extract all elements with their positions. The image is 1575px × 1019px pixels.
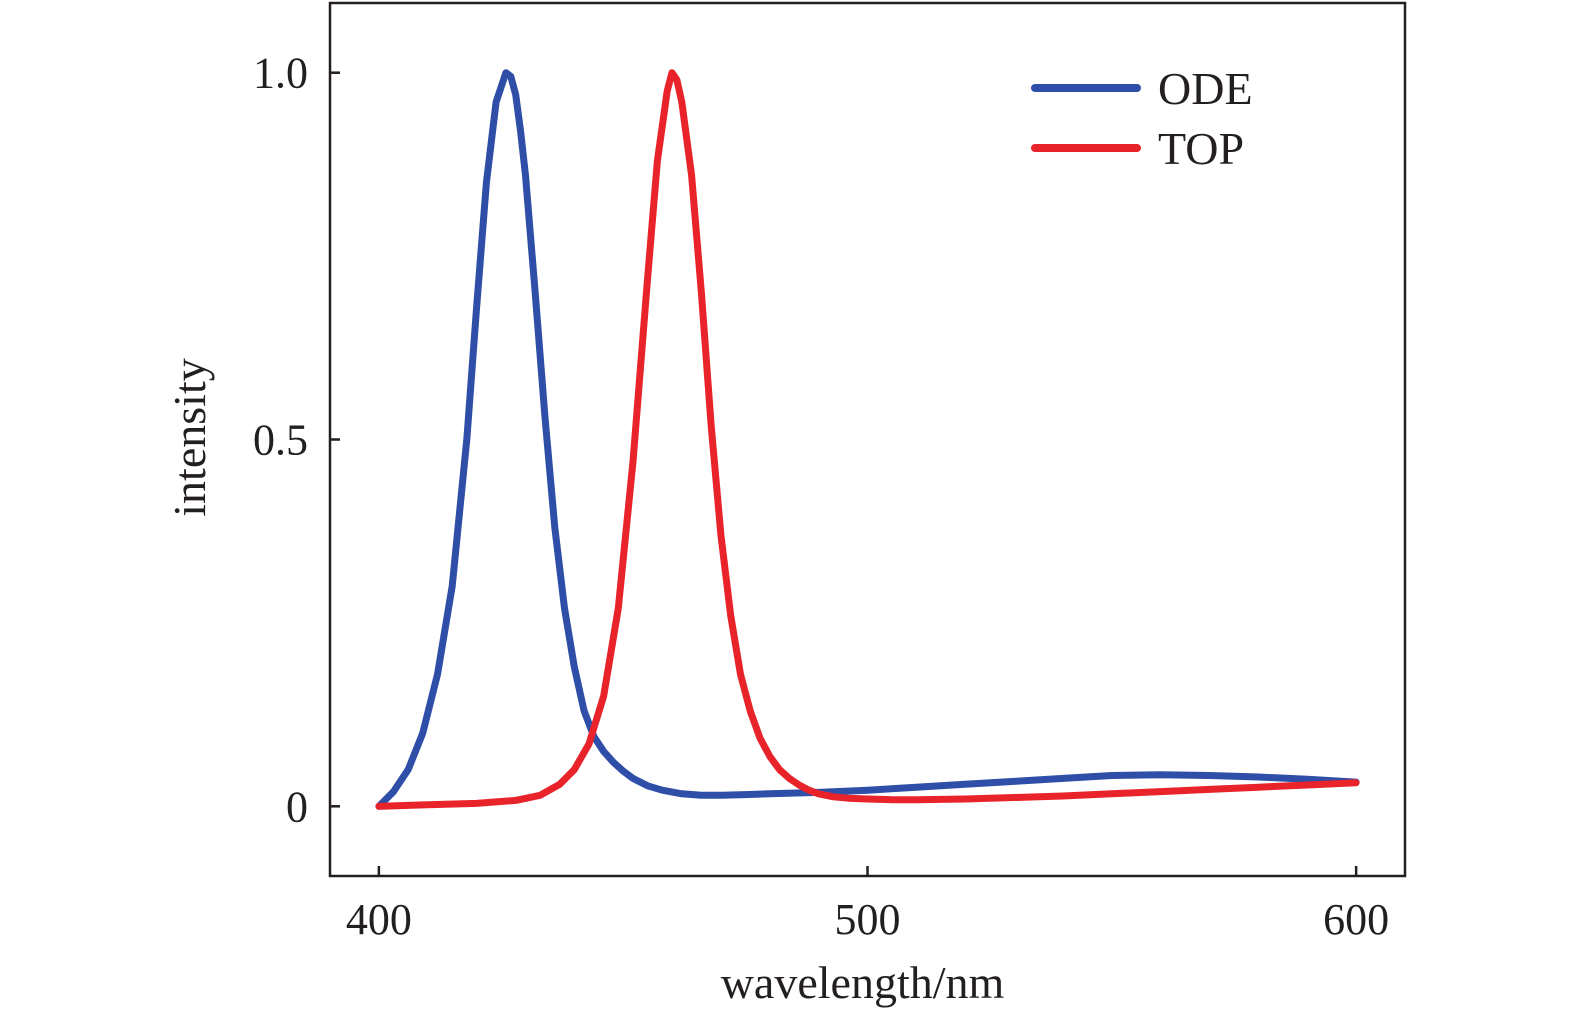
legend-label-top: TOP xyxy=(1158,123,1244,174)
legend-label-ode: ODE xyxy=(1158,63,1253,114)
x-tick-label: 600 xyxy=(1323,895,1389,944)
series-line-ode xyxy=(375,69,1360,810)
x-tick-label: 500 xyxy=(835,895,901,944)
series-line-top xyxy=(375,69,1360,810)
legend: ODE TOP xyxy=(1031,63,1253,174)
series-layer xyxy=(375,69,1360,810)
y-tick-label: 0 xyxy=(286,782,308,831)
y-tick-label: 0.5 xyxy=(253,416,308,465)
y-axis: 0 0.5 1.0 xyxy=(253,49,340,831)
y-tick-label: 1.0 xyxy=(253,49,308,98)
x-tick-label: 400 xyxy=(346,895,412,944)
x-axis-label: wavelength/nm xyxy=(721,957,1005,1008)
y-axis-label: intensity xyxy=(164,358,215,516)
x-axis: 400 500 600 xyxy=(346,866,1389,944)
